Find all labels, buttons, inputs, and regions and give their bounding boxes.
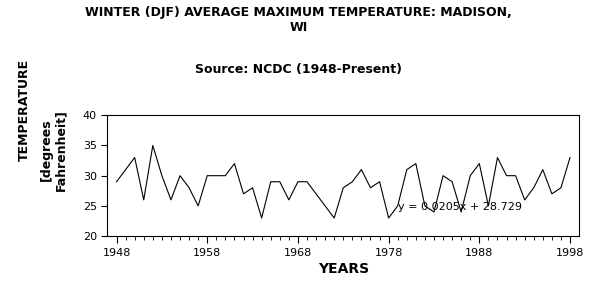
Text: Source: NCDC (1948-Present): Source: NCDC (1948-Present): [195, 63, 402, 76]
X-axis label: YEARS: YEARS: [318, 262, 369, 276]
Text: y = 0.0205x + 28.729: y = 0.0205x + 28.729: [398, 202, 522, 212]
Text: WINTER (DJF) AVERAGE MAXIMUM TEMPERATURE: MADISON,
WI: WINTER (DJF) AVERAGE MAXIMUM TEMPERATURE…: [85, 6, 512, 34]
Text: [degrees
Fahrenheit]: [degrees Fahrenheit]: [40, 109, 67, 191]
Text: TEMPERATURE: TEMPERATURE: [17, 58, 30, 160]
